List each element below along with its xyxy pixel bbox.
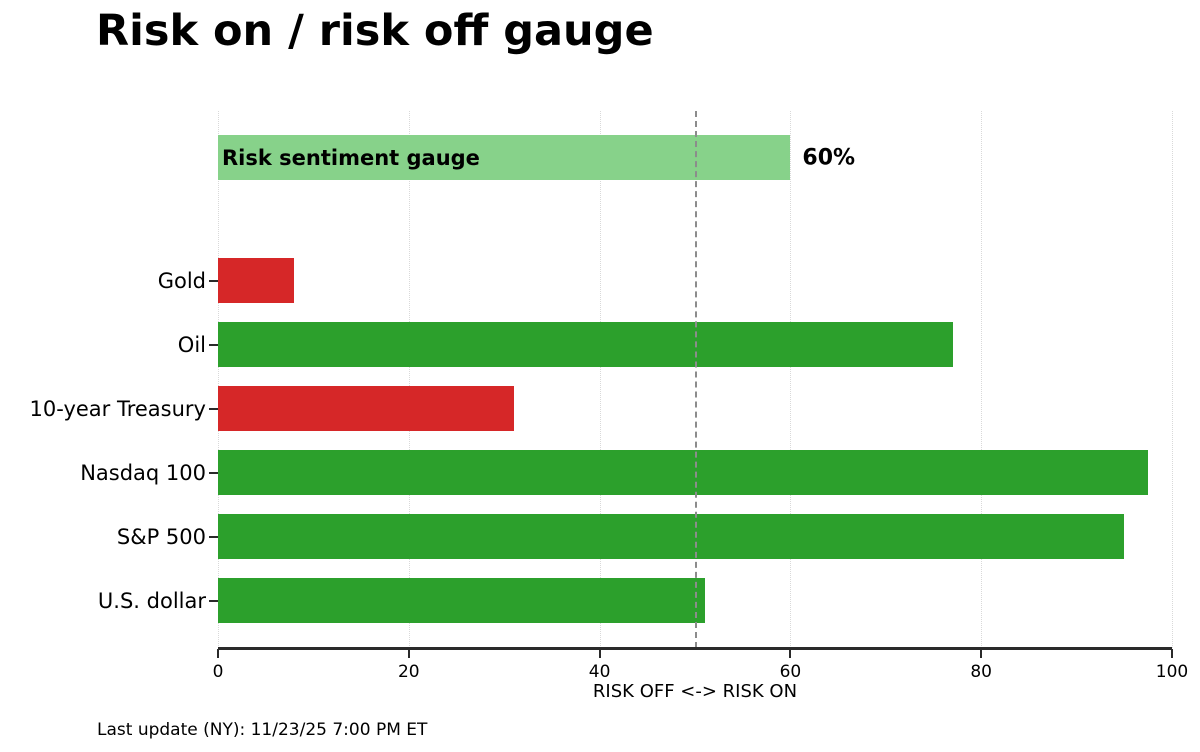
bar-row-oil: Oil — [178, 322, 1172, 367]
gauge-row: Risk sentiment gauge 60% — [218, 135, 1172, 180]
ytick-mark — [209, 279, 218, 282]
bar-gold — [218, 258, 295, 303]
bar-row-nasdaq-100: Nasdaq 100 — [80, 450, 1172, 495]
bar-row-us-dollar: U.S. dollar — [98, 578, 1172, 623]
xtick-label-40: 40 — [588, 662, 611, 682]
ytick-mark — [209, 343, 218, 346]
gauge-bar-label: Risk sentiment gauge — [222, 145, 480, 170]
bar-us-dollar — [218, 578, 705, 623]
x-axis-spine — [218, 647, 1172, 650]
xtick-mark-60 — [789, 649, 792, 658]
xtick-mark-20 — [407, 649, 410, 658]
chart-title: Risk on / risk off gauge — [96, 6, 654, 56]
ytick-label-nasdaq-100: Nasdaq 100 — [80, 460, 206, 485]
gridline-0 — [218, 111, 219, 648]
x-axis-label: RISK OFF <-> RISK ON — [592, 681, 798, 702]
gridline-60 — [790, 111, 792, 648]
ytick-label-us-dollar: U.S. dollar — [97, 588, 206, 613]
ytick-label-sp-500: S&P 500 — [116, 524, 206, 549]
xtick-mark-0 — [217, 649, 219, 658]
bar-row-10-year-treasury: 10-year Treasury — [30, 386, 1172, 431]
bar-row-gold: Gold — [158, 258, 1172, 303]
threshold-line-50 — [695, 111, 697, 648]
gridline-100 — [1172, 111, 1173, 648]
gridline-80 — [981, 111, 983, 648]
xtick-label-80: 80 — [970, 662, 993, 682]
xtick-label-20: 20 — [397, 662, 420, 682]
ytick-label-oil: Oil — [177, 332, 206, 357]
xtick-mark-40 — [598, 649, 601, 658]
plot-area: Risk sentiment gauge 60% Gold Oil 10-yea… — [30, 111, 1188, 702]
bar-row-sp-500: S&P 500 — [117, 514, 1172, 559]
gridline-20 — [408, 111, 410, 648]
bar-nasdaq-100 — [218, 450, 1149, 495]
gauge-value-label: 60% — [802, 145, 856, 170]
xtick-label-100: 100 — [1155, 662, 1189, 682]
bar-sp-500 — [218, 514, 1125, 559]
xtick-label-60: 60 — [779, 662, 802, 682]
gridline-40 — [599, 111, 601, 648]
xtick-mark-100 — [1171, 649, 1173, 658]
xtick-label-0: 0 — [212, 662, 224, 682]
xtick-mark-80 — [980, 649, 983, 658]
ytick-mark — [209, 599, 218, 602]
bar-10-year-treasury — [218, 386, 514, 431]
ytick-mark — [209, 471, 218, 474]
last-update-note: Last update (NY): 11/23/25 7:00 PM ET — [97, 720, 428, 740]
gauge-bar: Risk sentiment gauge — [218, 135, 791, 180]
ytick-mark — [209, 407, 218, 410]
ytick-mark — [209, 535, 218, 538]
ytick-label-10-year-treasury: 10-year Treasury — [29, 396, 206, 421]
ytick-label-gold: Gold — [157, 268, 206, 293]
bar-oil — [218, 322, 953, 367]
